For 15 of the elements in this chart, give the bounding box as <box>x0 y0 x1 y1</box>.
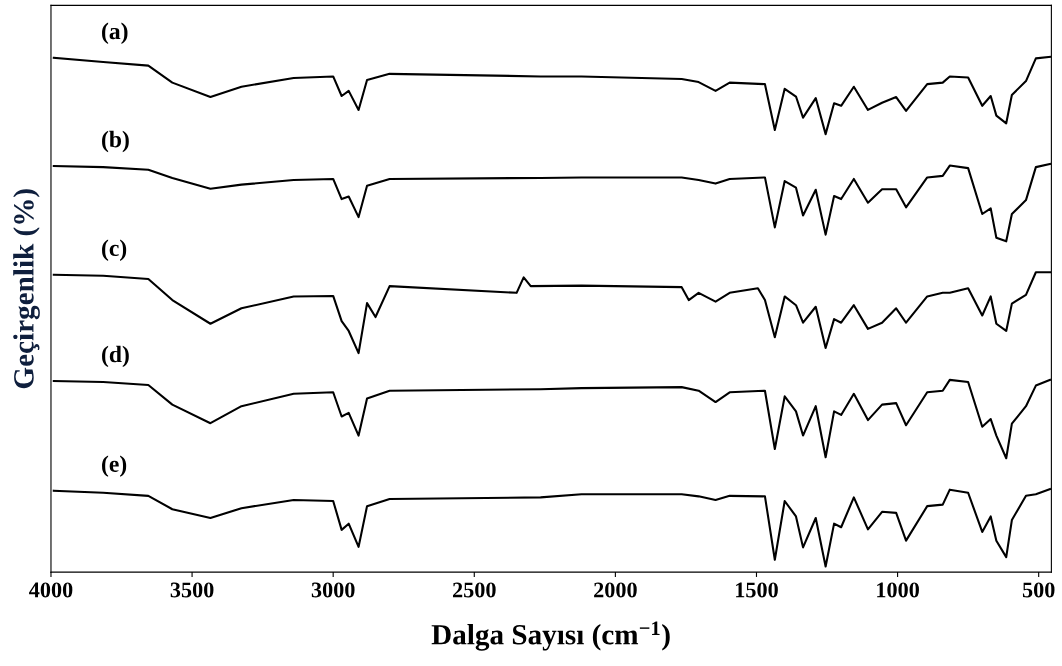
x-tick-label: 3500 <box>170 582 214 598</box>
x-tick-label: 2500 <box>452 582 496 598</box>
x-axis-title: Dalga Sayısı (cm$^{−1}$) <box>431 621 670 651</box>
x-tick-label: 2000 <box>594 582 637 598</box>
series-label: (c) <box>102 239 127 261</box>
series-label: (d) <box>102 345 129 368</box>
series-label: (e) <box>102 455 127 477</box>
x-tick-label: 1500 <box>736 582 778 598</box>
x-tick-label: 3000 <box>311 582 355 598</box>
x-tick-label: 4000 <box>29 582 73 598</box>
series-label: (b) <box>102 130 129 153</box>
x-tick-label: 1000 <box>877 582 919 598</box>
x-tick-label: 500 <box>1022 582 1055 598</box>
y-axis-title: Geçirgenlik (%) <box>13 189 40 389</box>
series-label: (a) <box>102 22 128 44</box>
